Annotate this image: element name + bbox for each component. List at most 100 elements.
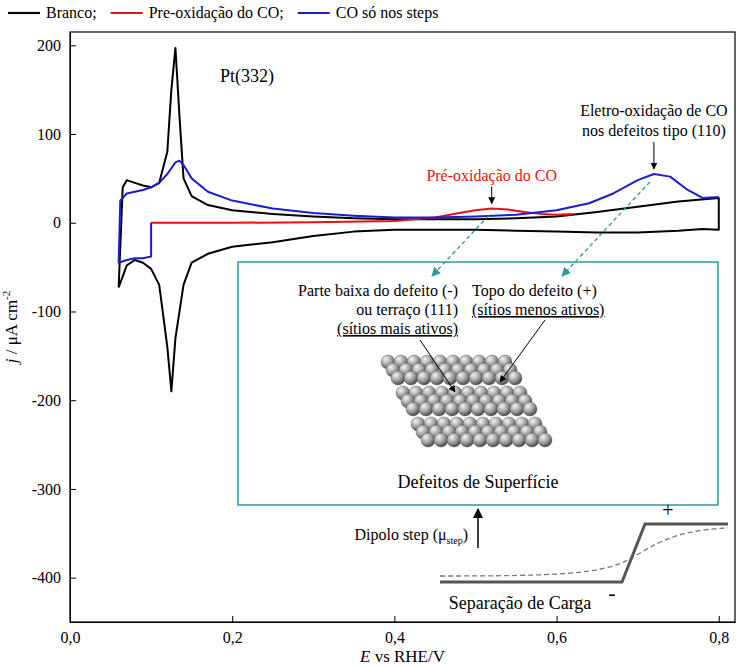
y-title-superscript: -2 — [0, 291, 12, 300]
blue-peak-label: Eletro-oxidação de CO — [580, 102, 728, 120]
legend-label: CO só nos steps — [336, 4, 439, 22]
sphere — [538, 433, 552, 447]
sphere — [486, 433, 500, 447]
y-tick-label: -200 — [32, 392, 61, 409]
x-tick: 0,2 — [223, 616, 243, 646]
y-tick-mark — [70, 223, 76, 224]
sphere — [434, 433, 448, 447]
legend: Branco; Pre-oxidação do CO; CO só nos step… — [8, 4, 438, 22]
low-site-label: ou terraço (111) — [356, 301, 458, 319]
y-axis: -400 -300 -200 -100 0 100 200 — [32, 33, 76, 623]
y-title-main: j / μA cm — [2, 300, 21, 365]
sphere — [484, 402, 498, 416]
legend-swatch — [298, 12, 330, 14]
x-tick-label: 0,8 — [709, 629, 729, 646]
sphere — [525, 433, 539, 447]
red-peak-label: Pré-oxidação do CO — [426, 167, 557, 185]
surface-label: Pt(332) — [220, 66, 274, 87]
sphere — [512, 433, 526, 447]
sphere — [419, 402, 433, 416]
y-tick-mark — [70, 400, 76, 401]
sphere — [523, 402, 537, 416]
sphere — [482, 371, 496, 385]
y-tick: 100 — [37, 126, 76, 143]
sphere — [406, 402, 420, 416]
y-tick: 0 — [53, 214, 76, 231]
dipole-text: Dipolo step (μ — [354, 526, 446, 544]
sphere — [497, 402, 511, 416]
sphere — [473, 433, 487, 447]
legend-swatch — [8, 12, 40, 14]
x-tick: 0,6 — [547, 616, 567, 646]
low-site-arrow — [420, 340, 455, 392]
annotations: Pt(332) Pré-oxidação do CO Eletro-oxidação… — [220, 66, 728, 613]
x-axis-line — [71, 622, 736, 623]
sphere — [445, 402, 459, 416]
y-tick-mark — [70, 311, 76, 312]
dipole-label: Dipolo step (μstep) — [354, 526, 468, 546]
x-tick-label: 0,2 — [223, 629, 243, 646]
y-tick: 200 — [37, 37, 76, 54]
y-tick-label: 0 — [53, 214, 61, 231]
blue-peak-arrow — [653, 142, 654, 169]
top-site-label: Topo do defeito (+) — [472, 282, 597, 300]
red-peak-link — [432, 216, 489, 276]
sphere — [417, 371, 431, 385]
sphere — [499, 433, 513, 447]
x-tick-mark — [394, 616, 395, 622]
y-tick-mark — [70, 489, 76, 490]
sphere — [391, 371, 405, 385]
y-tick: -100 — [32, 303, 76, 320]
surface-spheres — [381, 355, 552, 447]
top-site-label: (sítios menos ativos) — [472, 301, 604, 319]
step-profile — [440, 524, 728, 582]
sphere — [447, 433, 461, 447]
plot-frame — [70, 32, 735, 622]
sphere — [456, 371, 470, 385]
low-site-label: (sítios mais ativos) — [337, 320, 458, 338]
red-peak-arrow — [491, 187, 492, 204]
sphere — [508, 371, 522, 385]
legend-swatch — [111, 12, 143, 14]
legend-label: Branco; — [46, 4, 97, 21]
sphere — [460, 433, 474, 447]
inset-box — [238, 262, 718, 505]
y-tick: -300 — [32, 481, 76, 498]
y-tick-label: -100 — [32, 303, 61, 320]
charge-curve — [440, 528, 728, 576]
chart: 0,0 0,2 0,4 0,6 0,8 -400 -300 -200 -100 0 100 200 E … — [0, 0, 743, 668]
sphere — [458, 402, 472, 416]
y-tick: -400 — [32, 569, 76, 586]
charge-sign: - — [608, 580, 615, 605]
sphere — [404, 371, 418, 385]
charge-sign: + — [662, 499, 673, 521]
y-axis-title: j / μA cm-2 — [0, 291, 21, 366]
inset-caption: Defeitos de Superfície — [398, 472, 559, 492]
blue-peak-label: nos defeitos tipo (110) — [582, 122, 726, 140]
sphere — [510, 402, 524, 416]
y-tick-label: -400 — [32, 569, 61, 586]
y-tick: -200 — [32, 392, 76, 409]
sphere — [471, 402, 485, 416]
x-tick-label: 0,4 — [385, 629, 405, 646]
y-tick-mark — [70, 45, 76, 46]
y-tick-label: 200 — [37, 37, 61, 54]
y-axis-line — [70, 33, 71, 623]
legend-label: Pre-oxidação do CO; — [149, 4, 284, 22]
dipole-subscript: step — [447, 535, 463, 546]
y-tick-label: -300 — [32, 481, 61, 498]
top-site-arrow — [500, 320, 545, 382]
x-title-rest: vs RHE/V — [370, 647, 445, 666]
dipole-suffix: ) — [463, 526, 468, 544]
sphere — [421, 433, 435, 447]
series-line — [119, 161, 719, 263]
x-axis-title: E vs RHE/V — [359, 647, 446, 666]
x-tick: 0,8 — [709, 616, 729, 646]
dipole-arrow — [477, 509, 479, 548]
x-tick-label: 0,6 — [547, 629, 567, 646]
blue-peak-link — [562, 182, 650, 276]
x-tick-label: 0,0 — [61, 629, 81, 646]
charge-caption: Separação de Carga — [449, 593, 592, 613]
y-tick-mark — [70, 578, 76, 579]
y-title-rest: / μA cm — [2, 300, 21, 359]
